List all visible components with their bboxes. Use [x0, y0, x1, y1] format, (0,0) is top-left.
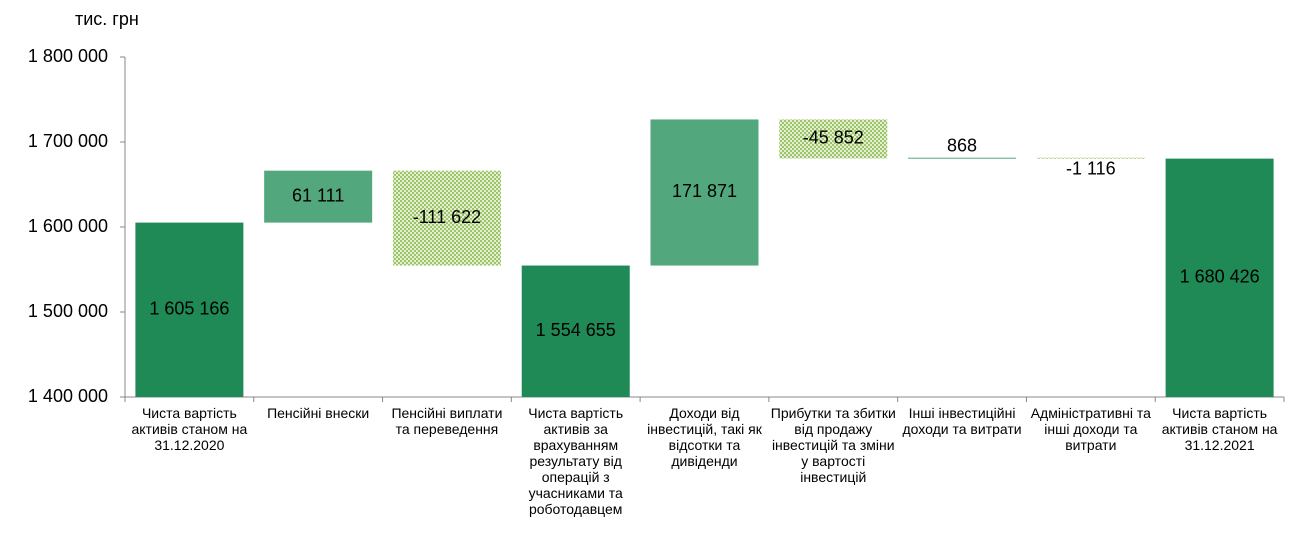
- value-label: -45 852: [803, 128, 864, 148]
- value-label: 171 871: [672, 181, 737, 201]
- value-label: 61 111: [292, 185, 344, 205]
- bar: [1036, 157, 1145, 159]
- bar: [650, 119, 759, 266]
- bar: [779, 119, 888, 159]
- bar: [135, 222, 244, 397]
- x-tick-label: Пенсійні внески: [267, 405, 370, 421]
- y-tick-label: 1 600 000: [28, 216, 108, 236]
- x-tick-label: Інші інвестиційні доходи та витрати: [902, 405, 1022, 437]
- value-label: 1 605 166: [149, 299, 229, 319]
- bar: [392, 170, 501, 266]
- x-tick-label: Прибутки та збитки від продажу інвестиці…: [770, 405, 896, 485]
- bar: [521, 265, 630, 397]
- value-label: 868: [947, 135, 977, 155]
- x-tick-label: Чиста вартість активів станом на 31.12.2…: [1161, 405, 1278, 453]
- bar: [264, 170, 373, 223]
- bar: [908, 157, 1017, 159]
- y-tick-label: 1 700 000: [28, 131, 108, 151]
- x-tick-label: Доходи від інвестицій, такі як відсотки …: [647, 405, 762, 469]
- value-label: 1 680 426: [1180, 267, 1260, 287]
- y-tick-label: 1 800 000: [28, 46, 108, 66]
- x-tick-label: Адміністративні та інші доходи та витрат…: [1030, 405, 1151, 453]
- x-tick-label: Чиста вартість активів станом на 31.12.2…: [131, 405, 248, 453]
- x-tick-label: Пенсійні виплати та переведення: [391, 405, 503, 437]
- y-tick-label: 1 500 000: [28, 301, 108, 321]
- value-label: -1 116: [1066, 158, 1116, 178]
- value-label: 1 554 655: [536, 320, 616, 340]
- y-tick-label: 1 400 000: [28, 386, 108, 406]
- bar: [1165, 158, 1274, 397]
- x-tick-label: Чиста вартість активів за врахуванням ре…: [528, 405, 624, 517]
- y-unit-label: тис. грн: [75, 9, 139, 29]
- value-label: -111 622: [413, 207, 481, 227]
